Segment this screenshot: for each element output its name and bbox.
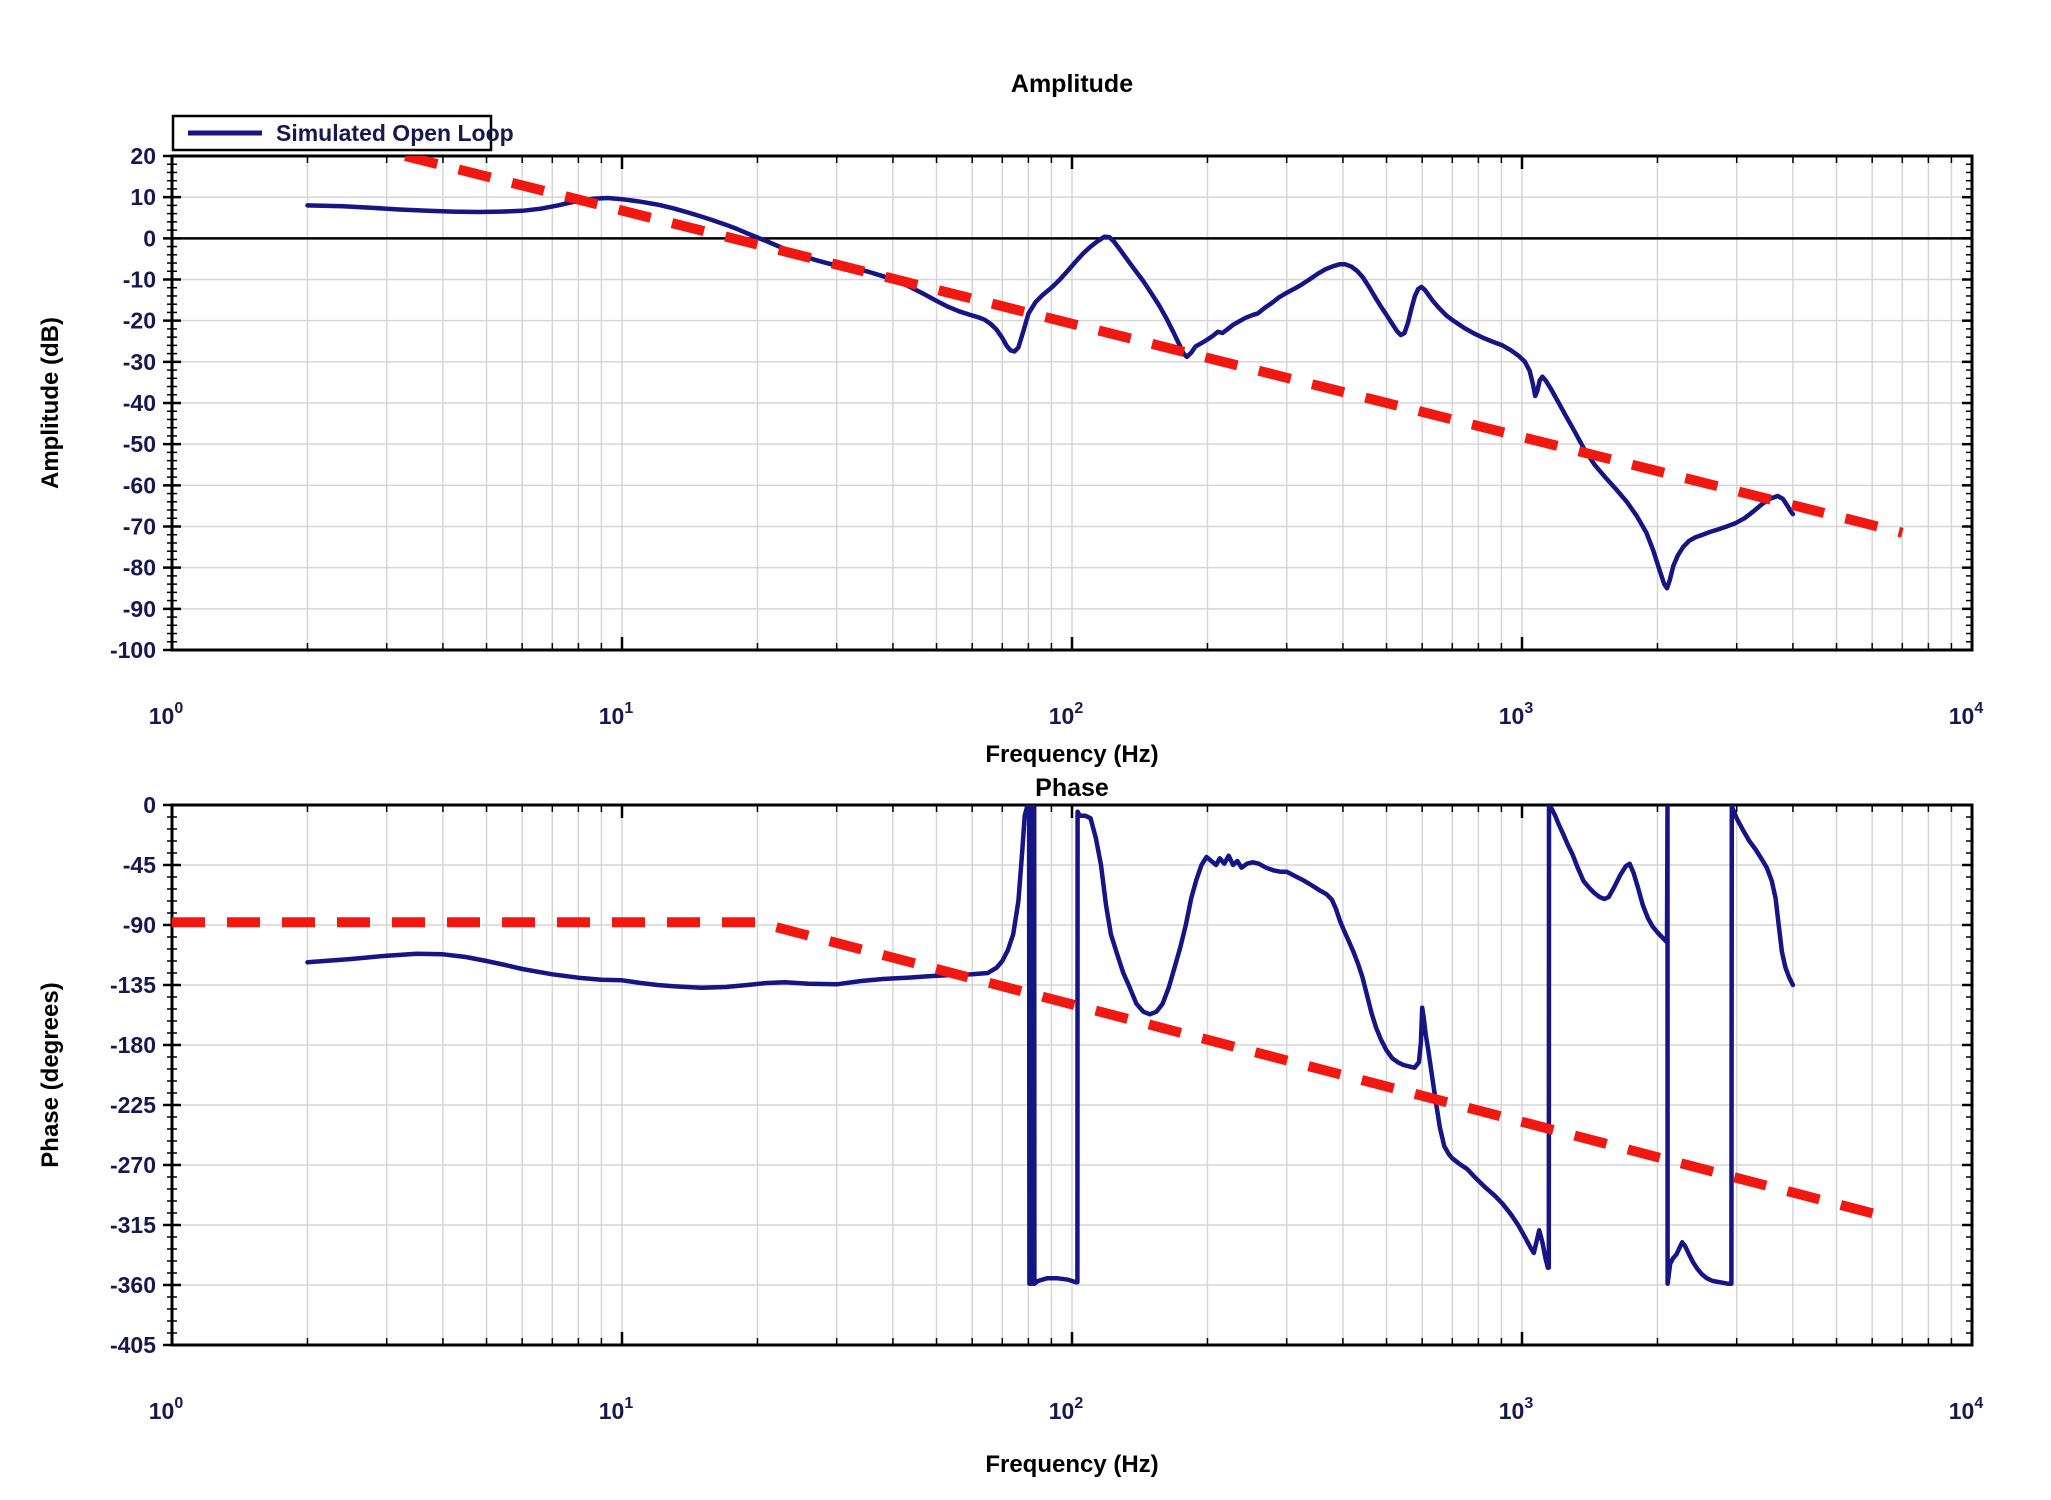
y-tick-label: -20 <box>123 308 156 334</box>
y-tick-label: -405 <box>110 1332 156 1358</box>
y-tick-label: -60 <box>123 472 156 498</box>
y-tick-label: 10 <box>130 184 156 210</box>
phase-xaxis-label: Frequency (Hz) <box>985 1451 1158 1478</box>
x-tick-label: 101 <box>599 700 634 729</box>
y-tick-label: -135 <box>110 972 156 998</box>
amplitude-xaxis-label: Frequency (Hz) <box>985 741 1158 768</box>
y-tick-label: -80 <box>123 555 156 581</box>
x-tick-label: 100 <box>149 700 184 729</box>
legend: Simulated Open Loop <box>171 114 514 152</box>
reference-dashed-line <box>172 917 1883 1221</box>
y-tick-label: 20 <box>130 143 156 169</box>
y-tick-label: -40 <box>123 390 156 416</box>
axes-layer <box>163 154 1974 652</box>
x-tick-label: 102 <box>1049 1395 1084 1424</box>
legend-label: Simulated Open Loop <box>276 120 514 146</box>
y-tick-label: -270 <box>110 1152 156 1178</box>
phase-yaxis-label: Phase (degrees) <box>37 982 64 1167</box>
tick-label-layer: 0 -45 -90 -135 -180 -225 -270 -315 -360 -405 100 10… <box>110 792 1983 1424</box>
y-tick-label: -100 <box>110 637 156 663</box>
y-tick-label: -90 <box>123 912 156 938</box>
phase-panel: 0 -45 -90 -135 -180 -225 -270 -315 -360 -405 100 10… <box>110 792 1983 1424</box>
x-tick-label: 103 <box>1499 1395 1534 1424</box>
simulated-open-loop-curve <box>305 805 1796 1286</box>
y-tick-label: 0 <box>143 225 156 251</box>
x-tick-label: 100 <box>149 1395 184 1424</box>
y-tick-label: -30 <box>123 349 156 375</box>
axes-layer <box>163 803 1974 1347</box>
y-tick-label: -180 <box>110 1032 156 1058</box>
x-tick-label: 102 <box>1049 700 1084 729</box>
x-tick-label: 104 <box>1949 700 1984 729</box>
series-layer <box>172 805 1883 1286</box>
grid-layer <box>172 156 1972 650</box>
x-tick-label: 101 <box>599 1395 634 1424</box>
y-tick-label: -70 <box>123 514 156 540</box>
y-tick-label: -90 <box>123 596 156 622</box>
reference-dashed-line <box>404 156 1904 538</box>
x-tick-label: 103 <box>1499 700 1534 729</box>
phase-title: Phase <box>1035 774 1109 802</box>
y-tick-label: -360 <box>110 1272 156 1298</box>
y-tick-label: -45 <box>123 852 156 878</box>
series-layer <box>305 156 1904 591</box>
simulated-open-loop-curve <box>305 195 1796 591</box>
y-tick-label: -50 <box>123 431 156 457</box>
amplitude-title: Amplitude <box>1011 70 1133 98</box>
y-tick-label: -315 <box>110 1212 156 1238</box>
grid-layer <box>172 805 1972 1345</box>
amplitude-yaxis-label: Amplitude (dB) <box>37 317 64 489</box>
y-tick-label: -10 <box>123 267 156 293</box>
y-tick-label: -225 <box>110 1092 156 1118</box>
y-tick-label: 0 <box>143 792 156 818</box>
x-tick-label: 104 <box>1949 1395 1984 1424</box>
